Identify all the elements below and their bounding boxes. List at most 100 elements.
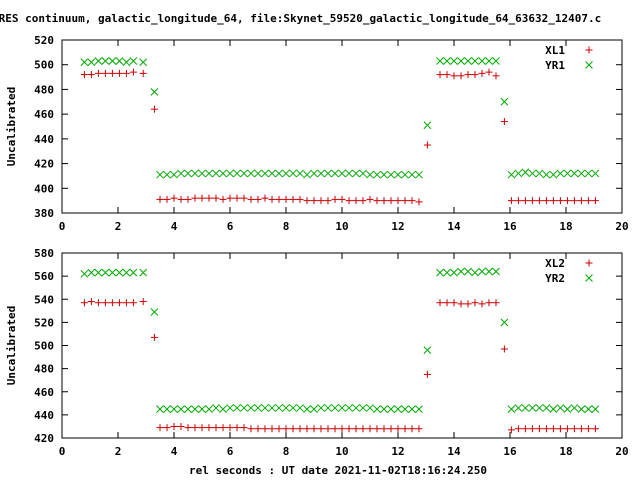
data-point: [556, 169, 565, 178]
data-point: [521, 197, 529, 205]
data-point: [205, 169, 213, 178]
data-point: [352, 169, 360, 178]
data-point: [373, 405, 381, 413]
data-point: [198, 405, 206, 413]
data-point: [507, 170, 516, 179]
data-point: [129, 299, 137, 307]
data-point: [289, 169, 297, 178]
data-point: [478, 69, 486, 77]
data-point: [296, 169, 304, 178]
data-point: [457, 300, 465, 308]
data-point: [408, 170, 416, 179]
data-point: [275, 404, 283, 412]
data-point: [450, 299, 458, 307]
data-point: [345, 404, 353, 412]
x-tick-label: 16: [503, 220, 517, 233]
data-point: [94, 268, 103, 277]
plot-frame: [61, 252, 623, 439]
data-point: [471, 268, 479, 277]
data-point: [563, 405, 572, 413]
data-point: [317, 169, 325, 178]
data-point: [268, 195, 276, 203]
x-tick-label: 12: [391, 220, 404, 233]
data-point: [129, 57, 138, 65]
data-point: [514, 425, 522, 433]
x-tick-label: 18: [559, 220, 572, 233]
legend-label: YR1: [545, 59, 565, 72]
data-point: [514, 197, 522, 205]
data-point: [408, 405, 416, 413]
y-tick-label: 520: [34, 316, 54, 329]
data-point: [584, 405, 593, 413]
data-point: [324, 425, 332, 433]
data-point: [233, 194, 241, 202]
data-point: [380, 405, 388, 413]
data-point: [122, 268, 131, 277]
data-point: [282, 404, 290, 412]
data-point: [549, 405, 558, 413]
data-point: [577, 405, 586, 413]
x-tick-label: 6: [227, 220, 234, 233]
data-point: [556, 425, 564, 433]
series-XL2: [80, 298, 599, 434]
data-point: [563, 425, 571, 433]
data-point: [129, 68, 137, 76]
data-point: [492, 57, 500, 65]
data-point: [275, 195, 283, 203]
data-point: [289, 425, 297, 433]
data-point: [436, 268, 444, 277]
data-point: [115, 57, 124, 65]
y-tick-label: 400: [34, 182, 54, 195]
y-tick-label: 480: [34, 363, 54, 376]
data-point: [247, 169, 255, 178]
data-point: [226, 404, 234, 412]
legend-marker: [585, 61, 593, 69]
data-point: [338, 425, 346, 433]
data-point: [500, 118, 508, 126]
data-point: [226, 194, 234, 202]
data-point: [535, 169, 544, 178]
x-tick-label: 8: [283, 445, 290, 458]
data-point: [198, 194, 206, 202]
data-point: [591, 405, 600, 413]
data-point: [296, 404, 304, 412]
panel-top: 0 2 4 6 8 10 12 14 16 18 20 380 400 420 440 460 480 500 52…: [5, 34, 629, 233]
data-point: [338, 195, 346, 203]
data-point: [591, 169, 600, 178]
data-point: [492, 267, 500, 276]
data-point: [87, 58, 96, 67]
data-point: [577, 197, 585, 205]
data-point: [275, 169, 283, 178]
data-point: [380, 425, 388, 433]
data-point: [450, 268, 458, 277]
data-point: [542, 170, 551, 179]
data-point: [423, 141, 431, 149]
data-point: [184, 195, 192, 203]
data-point: [394, 405, 402, 413]
data-point: [401, 405, 409, 413]
data-point: [240, 424, 248, 432]
y-tick-label: 380: [34, 207, 54, 220]
data-point: [212, 169, 220, 178]
data-point: [240, 404, 248, 412]
data-point: [282, 425, 290, 433]
data-point: [191, 194, 199, 202]
data-point: [80, 299, 88, 307]
data-point: [443, 268, 451, 277]
data-point: [423, 121, 432, 130]
data-point: [345, 425, 353, 433]
data-point: [247, 404, 255, 412]
data-point: [177, 405, 185, 413]
data-point: [556, 197, 564, 205]
data-point: [394, 170, 402, 179]
data-point: [359, 425, 367, 433]
data-point: [394, 197, 402, 205]
data-point: [122, 299, 130, 307]
data-point: [457, 57, 465, 65]
data-point: [464, 267, 472, 276]
data-point: [401, 197, 409, 205]
data-point: [240, 194, 248, 202]
data-point: [535, 197, 543, 205]
data-point: [521, 168, 530, 177]
data-point: [549, 425, 557, 433]
